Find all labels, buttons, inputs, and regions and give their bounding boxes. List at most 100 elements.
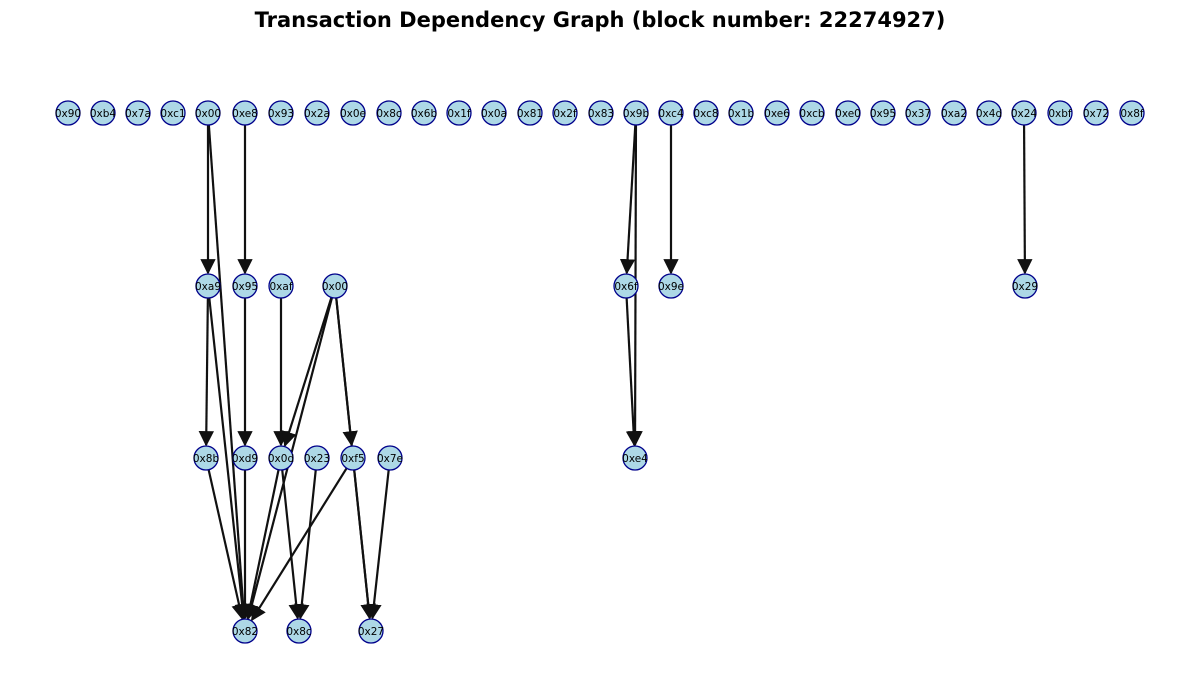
- tx-node-label: 0xe6: [764, 108, 790, 120]
- tx-node[interactable]: 0x95: [870, 100, 896, 126]
- tx-node-label: 0xc4: [658, 108, 683, 120]
- tx-node[interactable]: 0xf5: [340, 445, 366, 471]
- tx-node[interactable]: 0xe4: [622, 445, 648, 471]
- tx-node-label: 0x23: [304, 453, 330, 465]
- tx-node-label: 0x95: [870, 108, 896, 120]
- tx-node-circle: [728, 100, 754, 126]
- tx-node[interactable]: 0x83: [588, 100, 614, 126]
- tx-node-label: 0xe0: [835, 108, 861, 120]
- tx-node[interactable]: 0xc8: [693, 100, 719, 126]
- tx-node[interactable]: 0x37: [905, 100, 931, 126]
- tx-node-label: 0x9b: [623, 108, 650, 120]
- tx-node[interactable]: 0x6b: [411, 100, 438, 126]
- tx-node[interactable]: 0x95: [232, 273, 258, 299]
- tx-node-circle: [340, 445, 366, 471]
- tx-node[interactable]: 0x81: [517, 100, 543, 126]
- tx-node[interactable]: 0x00: [195, 100, 221, 126]
- tx-node[interactable]: 0x7a: [125, 100, 151, 126]
- tx-node[interactable]: 0xd9: [232, 445, 258, 471]
- tx-node[interactable]: 0x8b: [193, 445, 220, 471]
- dependency-edge: [619, 124, 637, 275]
- tx-node[interactable]: 0x29: [1012, 273, 1038, 299]
- tx-node[interactable]: 0x24: [1011, 100, 1038, 126]
- dependency-edge: [1017, 124, 1033, 275]
- tx-node[interactable]: 0x27: [358, 618, 384, 644]
- tx-node[interactable]: 0x0a: [481, 100, 507, 126]
- tx-node-label: 0xc8: [693, 108, 718, 120]
- tx-node-circle: [870, 100, 896, 126]
- tx-node-label: 0xb4: [90, 108, 117, 120]
- tx-node-label: 0x9e: [658, 281, 684, 293]
- tx-node[interactable]: 0x90: [55, 100, 81, 126]
- tx-node[interactable]: 0x1b: [728, 100, 755, 126]
- tx-node-circle: [693, 100, 719, 126]
- tx-node-label: 0xa9: [195, 281, 221, 293]
- tx-node[interactable]: 0x2f: [552, 100, 578, 126]
- tx-node-circle: [622, 445, 648, 471]
- tx-node[interactable]: 0x0e: [340, 100, 366, 126]
- tx-node[interactable]: 0x7e: [377, 445, 403, 471]
- tx-node[interactable]: 0x8c: [286, 618, 312, 644]
- tx-node[interactable]: 0xe6: [764, 100, 790, 126]
- tx-node-label: 0xbf: [1048, 108, 1072, 120]
- tx-node-circle: [232, 273, 258, 299]
- dependency-edge: [625, 297, 642, 447]
- tx-node-label: 0x81: [517, 108, 543, 120]
- tx-node-circle: [232, 618, 258, 644]
- tx-node[interactable]: 0x0d: [268, 445, 294, 471]
- tx-node-label: 0x6b: [411, 108, 438, 120]
- tx-node[interactable]: 0x93: [268, 100, 294, 126]
- tx-node-label: 0x90: [55, 108, 81, 120]
- tx-node[interactable]: 0x6f: [613, 273, 639, 299]
- tx-node-circle: [658, 100, 684, 126]
- tx-node[interactable]: 0x9b: [623, 100, 650, 126]
- tx-node-label: 0x82: [232, 626, 258, 638]
- tx-node[interactable]: 0xaf: [268, 273, 294, 299]
- tx-node-label: 0x27: [358, 626, 384, 638]
- tx-node[interactable]: 0x1f: [446, 100, 472, 126]
- tx-node-label: 0xcb: [799, 108, 824, 120]
- tx-node-label: 0xf5: [341, 453, 364, 465]
- tx-node[interactable]: 0xa9: [195, 273, 221, 299]
- tx-node-label: 0x1f: [447, 108, 471, 120]
- tx-node-label: 0x8c: [376, 108, 402, 120]
- dependency-edge: [366, 469, 390, 620]
- tx-node[interactable]: 0x00: [322, 273, 348, 299]
- tx-node[interactable]: 0x4d: [976, 100, 1002, 126]
- tx-node-label: 0x8b: [193, 453, 220, 465]
- tx-node[interactable]: 0xbf: [1047, 100, 1073, 126]
- tx-node-circle: [1119, 100, 1145, 126]
- tx-node[interactable]: 0xe8: [232, 100, 258, 126]
- tx-node[interactable]: 0xcb: [799, 100, 825, 126]
- tx-node[interactable]: 0x82: [232, 618, 258, 644]
- tx-node-circle: [613, 273, 639, 299]
- tx-node-circle: [658, 273, 684, 299]
- tx-node[interactable]: 0x2a: [304, 100, 330, 126]
- tx-node[interactable]: 0x9e: [658, 273, 684, 299]
- tx-node[interactable]: 0x8c: [376, 100, 402, 126]
- tx-node[interactable]: 0xa2: [941, 100, 967, 126]
- tx-node[interactable]: 0x23: [304, 445, 330, 471]
- tx-node[interactable]: 0xe0: [835, 100, 861, 126]
- tx-node[interactable]: 0xc4: [658, 100, 684, 126]
- tx-node-circle: [304, 100, 330, 126]
- tx-node-circle: [588, 100, 614, 126]
- tx-node-label: 0xc1: [160, 108, 185, 120]
- tx-node[interactable]: 0x8f: [1119, 100, 1145, 126]
- tx-node-label: 0x6f: [614, 281, 638, 293]
- tx-node-circle: [193, 445, 219, 471]
- tx-node[interactable]: 0xb4: [90, 100, 117, 126]
- tx-node-label: 0x72: [1083, 108, 1109, 120]
- tx-node[interactable]: 0xc1: [160, 100, 186, 126]
- tx-node-label: 0x7e: [377, 453, 403, 465]
- tx-node[interactable]: 0x72: [1083, 100, 1109, 126]
- tx-node-label: 0x8f: [1120, 108, 1144, 120]
- tx-node-label: 0x2a: [304, 108, 330, 120]
- tx-node-circle: [232, 445, 258, 471]
- tx-node-circle: [322, 273, 348, 299]
- tx-node-label: 0x8c: [286, 626, 312, 638]
- tx-node-label: 0xe8: [232, 108, 258, 120]
- dependency-edge: [207, 469, 247, 620]
- tx-node-label: 0x93: [268, 108, 294, 120]
